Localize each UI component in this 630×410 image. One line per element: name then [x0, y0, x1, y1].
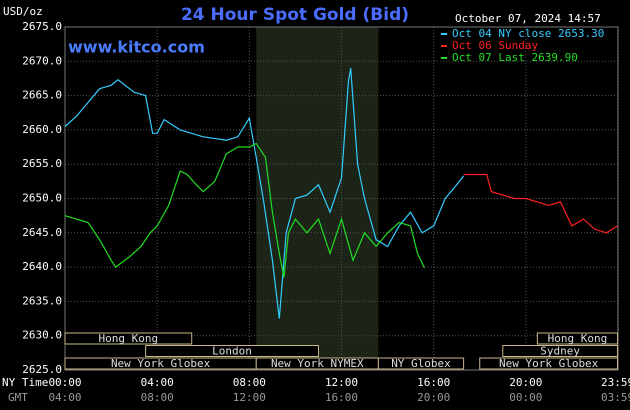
y-tick-label: 2670.0	[22, 54, 62, 67]
x2-tick-label: 08:00	[141, 391, 174, 404]
session-box	[502, 345, 619, 357]
y-tick-label: 2645.0	[22, 226, 62, 239]
session-label: NY Globex	[391, 357, 451, 370]
y-tick-label: 2660.0	[22, 123, 62, 136]
x-tick-label: 12:00	[325, 376, 358, 389]
y-tick-label: 2625.0	[22, 363, 62, 376]
session-box	[64, 332, 193, 345]
legend-label: Oct 04 NY close 2653.30	[452, 27, 604, 40]
x-tick-label: 00:00	[48, 376, 81, 389]
x-axis-label: NY Time	[2, 376, 48, 389]
legend-label: Oct 06 Sunday	[452, 39, 538, 52]
series-line	[64, 68, 465, 319]
session-label: London	[212, 345, 252, 358]
y-tick-label: 2635.0	[22, 294, 62, 307]
y-tick-label: 2650.0	[22, 192, 62, 205]
x2-tick-label: 20:00	[417, 391, 450, 404]
plot-frame	[64, 26, 619, 371]
session-label: New York Globex	[111, 357, 211, 370]
x-tick-label: 20:00	[509, 376, 542, 389]
chart-title: 24 Hour Spot Gold (Bid)	[181, 5, 409, 25]
x2-axis-label: GMT	[8, 391, 28, 404]
unit-label: USD/oz	[3, 5, 43, 18]
x-tick-label: 08:00	[233, 376, 266, 389]
y-tick-label: 2655.0	[22, 157, 62, 170]
session-box	[377, 357, 465, 370]
session-label: Hong Kong	[548, 332, 608, 345]
y-tick-label: 2665.0	[22, 89, 62, 102]
session-box	[145, 345, 319, 357]
watermark: www.kitco.com	[68, 38, 205, 57]
x2-tick-label: 12:00	[233, 391, 266, 404]
session-box	[536, 332, 619, 345]
x-tick-label: 23:59	[601, 376, 630, 389]
session-label: New York Globex	[499, 357, 599, 370]
session-box	[479, 357, 619, 370]
x-tick-label: 16:00	[417, 376, 450, 389]
legend-label: Oct 07 Last 2639.90	[452, 51, 578, 64]
series-line	[463, 173, 618, 234]
x2-tick-label: 03:59	[601, 391, 630, 404]
y-tick-label: 2640.0	[22, 260, 62, 273]
y-tick-label: 2675.0	[22, 20, 62, 33]
session-label: Hong Kong	[99, 332, 159, 345]
x2-tick-label: 00:00	[509, 391, 542, 404]
y-tick-label: 2630.0	[22, 329, 62, 342]
x-tick-label: 04:00	[141, 376, 174, 389]
timestamp: October 07, 2024 14:57	[455, 12, 601, 25]
session-label: Sydney	[540, 345, 580, 358]
x2-tick-label: 04:00	[48, 391, 81, 404]
series-line	[64, 142, 425, 278]
session-label: New York NYMEX	[271, 357, 364, 370]
x2-tick-label: 16:00	[325, 391, 358, 404]
